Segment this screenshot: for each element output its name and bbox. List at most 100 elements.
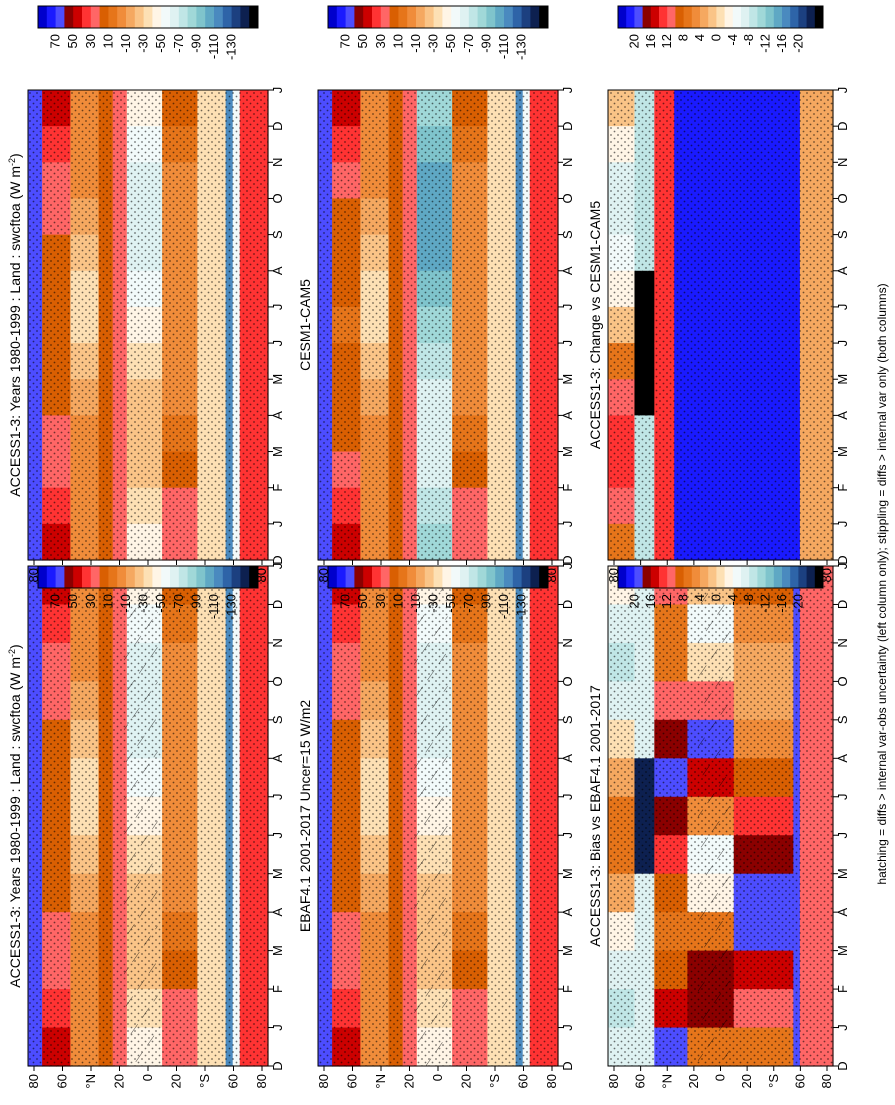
colorbar-swatch bbox=[222, 6, 232, 28]
lat-tick-label: °S bbox=[766, 1074, 781, 1088]
colorbar-swatch bbox=[667, 566, 676, 588]
colorbar-label: -30 bbox=[136, 34, 151, 53]
colorbar-label: -16 bbox=[774, 34, 789, 53]
colorbar-swatch bbox=[170, 6, 180, 28]
colorbar-swatch bbox=[626, 6, 635, 28]
lat-tick-label: 20 bbox=[686, 1074, 701, 1088]
colorbar-swatch bbox=[178, 6, 188, 28]
colorbar-label: 20 bbox=[626, 34, 641, 48]
month-tick-label: M bbox=[270, 374, 285, 385]
colorbar-swatch bbox=[642, 566, 652, 588]
colorbar-label: -4 bbox=[725, 34, 740, 46]
lat-tick-label: 20 bbox=[739, 1074, 754, 1088]
month-tick-label: M bbox=[560, 446, 575, 457]
colorbar-swatch bbox=[433, 6, 443, 28]
month-tick-label: J bbox=[835, 1024, 850, 1031]
figure-footnote: hatching = diffs > internal var-obs unce… bbox=[875, 283, 889, 884]
colorbar-frame bbox=[617, 565, 824, 589]
month-tick-label: O bbox=[270, 676, 285, 686]
colorbar-label: 50 bbox=[355, 594, 370, 608]
stippling-overlay bbox=[318, 90, 558, 560]
colorbar-swatch bbox=[700, 566, 709, 588]
colorbar-label: -130 bbox=[224, 34, 239, 60]
colorbar-swatch bbox=[468, 6, 478, 28]
month-tick-label: D bbox=[835, 1061, 850, 1070]
month-tick-label: J bbox=[560, 304, 575, 311]
lat-tick-label: 80 bbox=[316, 568, 331, 582]
colorbar-label: -8 bbox=[741, 34, 756, 46]
month-tick-label: A bbox=[560, 411, 575, 420]
colorbar-swatch bbox=[99, 566, 109, 588]
month-tick-label: J bbox=[270, 832, 285, 839]
colorbar-swatch bbox=[240, 6, 250, 28]
colorbar-label: 10 bbox=[390, 34, 405, 48]
month-tick-label: J bbox=[270, 304, 285, 311]
colorbar-label: -4 bbox=[725, 594, 740, 606]
colorbar-swatch bbox=[765, 6, 775, 28]
colorbar-swatch bbox=[700, 6, 709, 28]
colorbar-swatch bbox=[126, 6, 136, 28]
month-tick-label: O bbox=[835, 676, 850, 686]
colorbar-swatch bbox=[354, 566, 364, 588]
colorbar-label: -10 bbox=[408, 34, 423, 53]
month-tick-label: N bbox=[835, 638, 850, 647]
colorbar-swatch bbox=[634, 566, 643, 588]
month-tick-label: M bbox=[560, 868, 575, 879]
month-tick-label: M bbox=[835, 945, 850, 956]
month-tick-label: J bbox=[835, 794, 850, 801]
colorbar-swatch bbox=[407, 6, 417, 28]
colorbar-label: 10 bbox=[100, 34, 115, 48]
colorbar-access-historical-left: 70 50 30 10 -10 -30 -50 -70 -90 -110 -130 bbox=[37, 565, 259, 620]
colorbar-label: 70 bbox=[338, 594, 353, 608]
month-tick-label: M bbox=[835, 446, 850, 457]
month-tick-label: D bbox=[835, 121, 850, 130]
colorbar-swatch bbox=[416, 566, 426, 588]
colorbar-swatch bbox=[460, 566, 470, 588]
colorbar-swatch bbox=[724, 566, 734, 588]
colorbar-swatch bbox=[108, 566, 118, 588]
month-tick-label: J bbox=[560, 521, 575, 528]
colorbar-access-historical-right: 70 50 30 10 -10 -30 -50 -70 -90 -110 -130 bbox=[37, 5, 259, 60]
month-tick-label: F bbox=[560, 985, 575, 993]
colorbar-swatch bbox=[372, 6, 382, 28]
colorbar-label: -10 bbox=[408, 594, 423, 613]
panel-title: ACCESS1-3: Years 1980-1999 : Land : swcf… bbox=[7, 644, 23, 987]
month-tick-label: A bbox=[270, 266, 285, 275]
colorbar-swatch bbox=[196, 566, 206, 588]
colorbar-swatch bbox=[222, 566, 232, 588]
colorbar-swatch bbox=[55, 6, 65, 28]
colorbar-swatch bbox=[424, 566, 434, 588]
colorbar-label: -30 bbox=[426, 594, 441, 613]
colorbar-label: -50 bbox=[443, 34, 458, 53]
colorbar-swatch bbox=[187, 566, 197, 588]
colorbar-label: -12 bbox=[758, 594, 773, 613]
month-tick-label: D bbox=[560, 555, 575, 564]
lat-tick-label: °N bbox=[373, 1074, 388, 1089]
colorbar-swatch bbox=[460, 6, 470, 28]
month-tick-label: M bbox=[835, 374, 850, 385]
lat-tick-label: 0 bbox=[430, 1074, 445, 1081]
colorbar-swatch bbox=[798, 566, 807, 588]
colorbar-swatch bbox=[741, 566, 750, 588]
panel-title: ACCESS1-3: Bias vs EBAF4.1 2001-2017 bbox=[587, 685, 603, 947]
colorbar-label: -30 bbox=[426, 34, 441, 53]
hatching-overlay bbox=[414, 566, 448, 1066]
colorbar-swatch bbox=[38, 566, 48, 588]
month-tick-label: A bbox=[835, 754, 850, 763]
colorbar-swatch bbox=[650, 6, 660, 28]
lat-tick-label: 80 bbox=[26, 1074, 41, 1088]
colorbar-swatch bbox=[724, 6, 734, 28]
colorbar-swatch bbox=[708, 6, 717, 28]
month-tick-label: D bbox=[835, 600, 850, 609]
colorbar-swatch bbox=[642, 6, 652, 28]
colorbar-label: -10 bbox=[118, 34, 133, 53]
colorbar-swatch bbox=[486, 6, 496, 28]
colorbar-swatch bbox=[806, 6, 816, 28]
month-tick-label: F bbox=[560, 484, 575, 492]
colorbar-frame bbox=[37, 565, 259, 589]
colorbar-swatch bbox=[618, 6, 627, 28]
colorbar-label: 30 bbox=[373, 34, 388, 48]
colorbar-label: -50 bbox=[153, 594, 168, 613]
colorbar-access-bias: 20 16 12 8 4 0 -4 -8 -12 -16 -20 bbox=[617, 565, 824, 613]
lat-tick-label: 80 bbox=[316, 1074, 331, 1088]
